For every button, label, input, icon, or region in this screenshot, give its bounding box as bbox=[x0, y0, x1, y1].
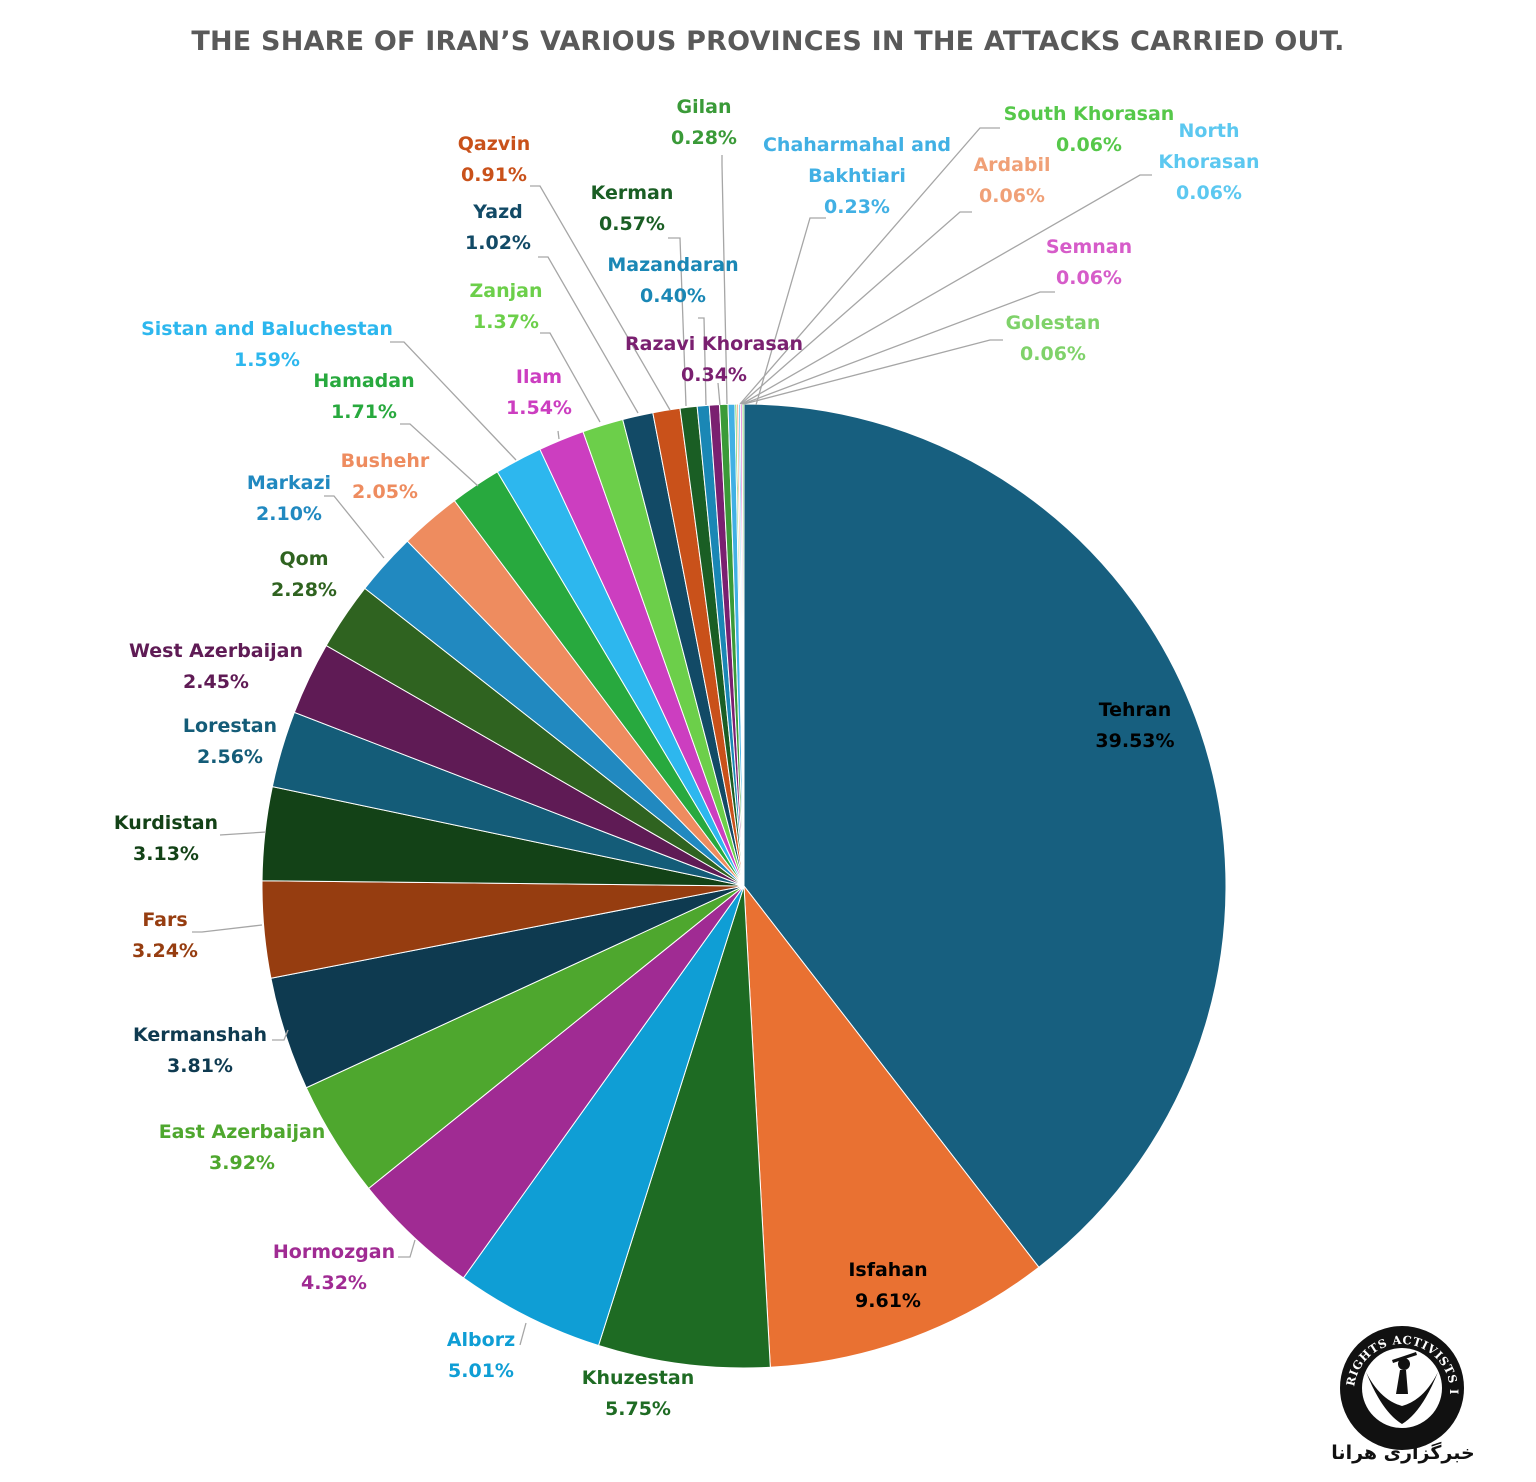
value-label: 0.40% bbox=[640, 285, 706, 307]
value-label: 2.45% bbox=[183, 671, 249, 693]
leader-line-golestan bbox=[743, 339, 1003, 405]
leader-line-yazd bbox=[538, 256, 639, 414]
leader-line-qazvin bbox=[530, 185, 671, 411]
label-alborz: Alborz 5.01% bbox=[447, 1329, 515, 1382]
label-tehran: Tehran 39.53% bbox=[1095, 699, 1174, 752]
label-khuzestan: Khuzestan 5.75% bbox=[582, 1367, 694, 1420]
value-label: 1.02% bbox=[465, 232, 531, 254]
value-label: 9.61% bbox=[855, 1290, 921, 1312]
leader-line-ilam bbox=[557, 430, 560, 440]
data-labels: Tehran 39.53% Isfahan 9.61% Khuzestan 5.75% Al… bbox=[114, 96, 1260, 1420]
value-label: 5.01% bbox=[448, 1360, 514, 1382]
value-label: 0.91% bbox=[461, 164, 527, 186]
hra-logo: HUMAN RIGHTS ACTIVISTS IN IRAN bbox=[1332, 1320, 1464, 1450]
value-label: 0.34% bbox=[681, 364, 747, 386]
leader-line-hormozgan bbox=[398, 1239, 416, 1258]
label-qazvin: Qazvin 0.91% bbox=[458, 133, 530, 186]
logo-caption: خبرگزاری هرانا bbox=[1331, 1442, 1475, 1464]
label-qom: Qom 2.28% bbox=[271, 548, 337, 601]
pie-slices bbox=[261, 403, 1227, 1369]
label-hormozgan: Hormozgan 4.32% bbox=[273, 1241, 395, 1294]
leader-lines bbox=[192, 127, 1152, 1346]
value-label: 1.54% bbox=[506, 397, 572, 419]
value-label: 3.92% bbox=[209, 1152, 275, 1174]
value-label: 0.06% bbox=[1056, 267, 1122, 289]
value-label: 2.28% bbox=[271, 579, 337, 601]
slice-isfahan bbox=[743, 884, 1040, 1368]
leader-line-chaharmahal-and-bakhtiari bbox=[755, 217, 826, 406]
label-semnan: Semnan 0.06% bbox=[1046, 236, 1132, 289]
label-east-azerbaijan: East Azerbaijan 3.92% bbox=[159, 1121, 326, 1174]
label-south-khorasan: South Khorasan 0.06% bbox=[1004, 103, 1175, 156]
label-kurdistan: Kurdistan 3.13% bbox=[114, 812, 218, 865]
leader-line-hamadan bbox=[400, 423, 479, 487]
slice-khuzestan bbox=[597, 885, 771, 1369]
leader-line-south-khorasan bbox=[739, 127, 1000, 405]
value-label: 0.28% bbox=[671, 127, 737, 149]
value-label: 2.56% bbox=[197, 746, 263, 768]
slice-tehran bbox=[743, 403, 1227, 1268]
leader-line-mazandaran bbox=[698, 317, 707, 406]
label-razavi-khorasan: Razavi Khorasan 0.34% bbox=[625, 333, 803, 386]
value-label: 1.71% bbox=[331, 401, 397, 423]
label-bushehr: Bushehr 2.05% bbox=[341, 450, 430, 503]
value-label: 0.06% bbox=[1020, 343, 1086, 365]
leader-line-kerman bbox=[668, 237, 687, 407]
label-north-khorasan: North Khorasan 0.06% bbox=[1158, 120, 1259, 204]
label-fars: Fars 3.24% bbox=[132, 909, 198, 962]
leader-line-semnan bbox=[742, 291, 1055, 405]
value-label: 1.59% bbox=[234, 349, 300, 371]
leader-line-razavi-khorasan bbox=[717, 382, 721, 406]
value-label: 3.81% bbox=[167, 1055, 233, 1077]
label-chaharmahal-and-bakhtiari: Chaharmahal and Bakhtiari 0.23% bbox=[763, 134, 951, 218]
label-ilam: Ilam 1.54% bbox=[506, 366, 572, 419]
value-label: 0.23% bbox=[824, 196, 890, 218]
leader-line-gilan bbox=[721, 155, 728, 405]
leader-line-sistan-and-baluchestan bbox=[390, 341, 517, 461]
value-label: 3.24% bbox=[132, 940, 198, 962]
label-markazi: Markazi 2.10% bbox=[247, 472, 331, 525]
leader-line-zanjan bbox=[540, 332, 601, 423]
chart-title: THE SHARE OF IRAN’S VARIOUS PROVINCES IN… bbox=[191, 26, 1345, 57]
leader-line-ardabil bbox=[740, 211, 972, 405]
leader-line-fars bbox=[192, 924, 263, 933]
label-sistan-and-baluchestan: Sistan and Baluchestan 1.59% bbox=[141, 318, 393, 371]
value-label: 2.10% bbox=[256, 503, 322, 525]
value-label: 0.57% bbox=[599, 213, 665, 235]
value-label: 5.75% bbox=[605, 1398, 671, 1420]
slice-alborz bbox=[462, 885, 745, 1347]
leader-line-kermanshah bbox=[272, 1029, 289, 1041]
value-label: 2.05% bbox=[352, 481, 418, 503]
label-kerman: Kerman 0.57% bbox=[591, 182, 674, 235]
leader-line-markazi bbox=[324, 495, 385, 559]
label-lorestan: Lorestan 2.56% bbox=[183, 715, 277, 768]
label-yazd: Yazd 1.02% bbox=[465, 201, 531, 254]
label-golestan: Golestan 0.06% bbox=[1006, 312, 1101, 365]
value-label: 4.32% bbox=[301, 1272, 367, 1294]
value-label: 3.13% bbox=[133, 843, 199, 865]
value-label: 0.06% bbox=[979, 185, 1045, 207]
label-zanjan: Zanjan 1.37% bbox=[470, 280, 543, 333]
label-ardabil: Ardabil 0.06% bbox=[973, 154, 1050, 207]
leader-line-kurdistan bbox=[219, 831, 267, 836]
label-isfahan: Isfahan 9.61% bbox=[848, 1259, 927, 1312]
label-kermanshah: Kermanshah 3.81% bbox=[133, 1024, 267, 1077]
value-label: 0.06% bbox=[1056, 134, 1122, 156]
value-label: 0.06% bbox=[1176, 182, 1242, 204]
leader-line-alborz bbox=[519, 1322, 527, 1346]
label-west-azerbaijan: West Azerbaijan 2.45% bbox=[129, 640, 303, 693]
value-label: 39.53% bbox=[1095, 730, 1174, 752]
label-hamadan: Hamadan 1.71% bbox=[313, 370, 414, 423]
value-label: 1.37% bbox=[473, 311, 539, 333]
label-gilan: Gilan 0.28% bbox=[671, 96, 737, 149]
label-mazandaran: Mazandaran 0.40% bbox=[607, 254, 738, 307]
leader-line-north-khorasan bbox=[741, 174, 1152, 405]
